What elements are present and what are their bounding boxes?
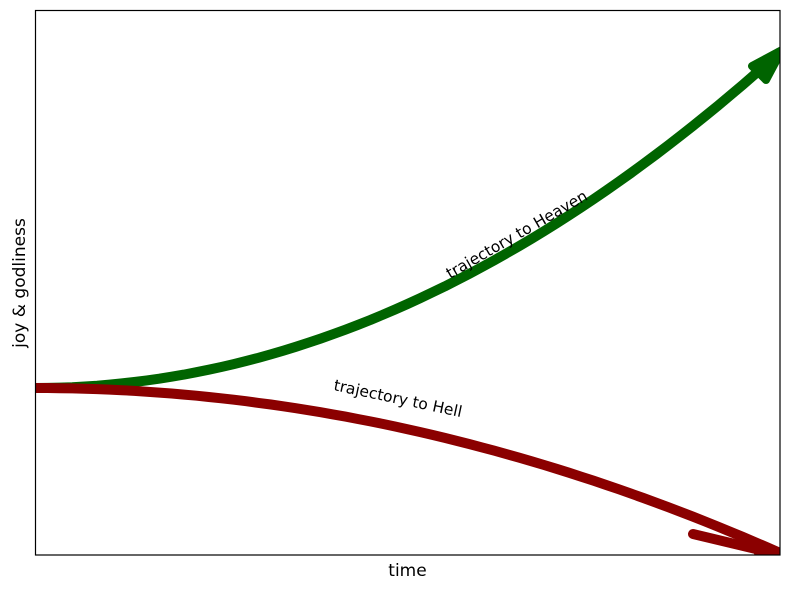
heaven-arrowhead-icon bbox=[748, 46, 780, 84]
x-axis-label: time bbox=[388, 561, 426, 581]
axes-frame bbox=[34, 9, 781, 556]
hell-arrowhead-icon bbox=[688, 529, 780, 555]
heaven-trajectory-line bbox=[35, 48, 780, 393]
plot-area bbox=[35, 46, 780, 555]
hell-trajectory-line bbox=[35, 383, 780, 555]
y-axis-label: joy & godliness bbox=[10, 218, 30, 349]
